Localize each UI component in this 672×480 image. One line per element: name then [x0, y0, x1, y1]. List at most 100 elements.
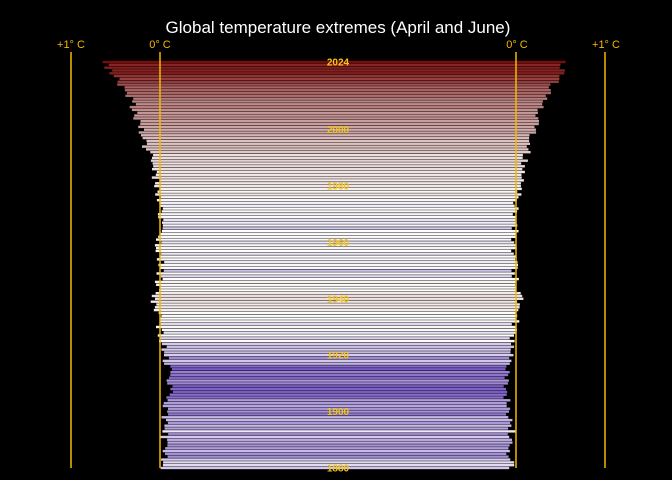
year-bar-1951: [160, 266, 518, 269]
year-bar-1880: [160, 466, 510, 470]
year-bar-2006: [137, 111, 538, 114]
year-bar-1984: [155, 173, 522, 176]
year-bar-1921: [164, 351, 511, 354]
year-bar-1962: [158, 235, 516, 238]
year-bar-1975: [156, 199, 517, 202]
year-bar-1943: [159, 289, 517, 292]
year-bar-1915: [171, 368, 506, 371]
year-bar-1913: [170, 373, 509, 377]
year-label-1880: 1880: [327, 464, 350, 475]
year-bar-1882: [163, 461, 515, 464]
year-bar-1924: [161, 342, 511, 346]
year-bar-1888: [167, 444, 510, 447]
year-bar-1967: [162, 221, 516, 224]
year-bar-1957: [155, 249, 512, 253]
year-bar-1893: [162, 430, 516, 433]
year-bar-1891: [160, 435, 510, 439]
reference-lines: [70, 52, 606, 468]
year-bar-1965: [162, 227, 512, 230]
year-bar-2022: [104, 66, 560, 69]
year-bar-1920: [164, 354, 514, 357]
year-bar-1956: [161, 252, 514, 255]
year-label-1900: 1900: [327, 407, 350, 418]
year-bar-2011: [133, 97, 548, 100]
year-bar-2018: [119, 77, 560, 81]
year-bar-1994: [142, 145, 527, 148]
year-bar-1934: [161, 314, 518, 317]
year-bar-1987: [153, 165, 525, 168]
year-bar-1989: [150, 159, 528, 162]
right-zero-label: 0° C: [506, 39, 528, 51]
year-bar-1954: [156, 258, 515, 261]
year-bar-2002: [140, 122, 539, 126]
year-bar-1904: [167, 399, 511, 402]
year-bar-1894: [164, 427, 509, 430]
year-label-1920: 1920: [327, 351, 350, 362]
year-bar-1927: [157, 334, 515, 337]
year-bar-2020: [109, 72, 565, 75]
year-bar-1996: [146, 139, 530, 143]
year-bar-1883: [161, 458, 511, 461]
year-bar-1919: [168, 356, 510, 360]
year-bar-1897: [166, 418, 513, 422]
year-bar-2005: [134, 114, 536, 117]
year-bar-1944: [160, 286, 517, 289]
year-bar-2004: [133, 117, 539, 120]
year-bar-1909: [172, 385, 504, 388]
right-plus-one-label: +1° C: [592, 39, 620, 51]
year-bar-1881: [162, 464, 515, 467]
year-bar-1937: [154, 306, 520, 309]
year-bar-1901: [168, 407, 511, 410]
year-bar-2012: [125, 94, 546, 97]
year-bar-1910: [167, 382, 508, 385]
year-bar-1977: [155, 193, 522, 196]
year-bar-2024: [102, 60, 566, 64]
year-bar-1999: [138, 131, 537, 134]
year-bar-1958: [156, 246, 517, 250]
year-bar-1892: [168, 433, 508, 436]
year-bar-1908: [170, 387, 506, 391]
year-bar-1952: [158, 263, 518, 267]
year-bar-1993: [146, 148, 529, 151]
year-bar-1928: [163, 331, 517, 334]
year-bar-1982: [159, 179, 524, 182]
year-bar-1945: [156, 283, 516, 286]
year-bar-1887: [165, 447, 509, 450]
year-bar-1988: [152, 162, 522, 165]
year-bar-1971: [161, 210, 518, 213]
year-label-2000: 2000: [327, 125, 350, 136]
year-bar-1979: [159, 187, 522, 191]
year-bar-2003: [140, 120, 539, 123]
year-bar-2017: [117, 80, 559, 83]
year-bar-2023: [108, 63, 561, 66]
year-bar-1976: [160, 196, 519, 199]
year-bar-1932: [159, 320, 520, 323]
year-label-1980: 1980: [327, 182, 350, 193]
year-bar-1895: [164, 424, 512, 427]
year-bar-1929: [161, 328, 517, 332]
year-bar-1949: [156, 272, 515, 275]
year-bar-1940: [155, 297, 524, 300]
year-bar-1923: [166, 345, 515, 348]
year-labels: 2024 2000 1980 1960 1940 1920 1900 1880: [327, 58, 350, 475]
year-bar-1942: [155, 292, 521, 295]
year-bar-1981: [155, 182, 521, 185]
year-bar-1926: [160, 337, 510, 340]
year-bar-1918: [162, 359, 512, 363]
year-bar-1896: [167, 421, 511, 425]
year-bar-2001: [138, 125, 535, 129]
year-bar-1997: [142, 136, 530, 140]
chart-title: Global temperature extremes (April and J…: [166, 18, 511, 37]
year-bar-1886: [162, 449, 510, 453]
year-bar-1884: [167, 455, 509, 458]
year-bar-1970: [157, 213, 513, 216]
year-bar-1889: [167, 441, 513, 444]
year-bar-1930: [156, 325, 516, 329]
year-bar-1959: [154, 244, 517, 247]
year-bar-1968: [163, 218, 516, 222]
year-bar-1963: [160, 232, 516, 236]
year-bar-1966: [162, 224, 518, 227]
year-label-2024: 2024: [327, 58, 350, 69]
year-bar-1995: [146, 142, 530, 145]
year-bar-2021: [112, 69, 565, 72]
